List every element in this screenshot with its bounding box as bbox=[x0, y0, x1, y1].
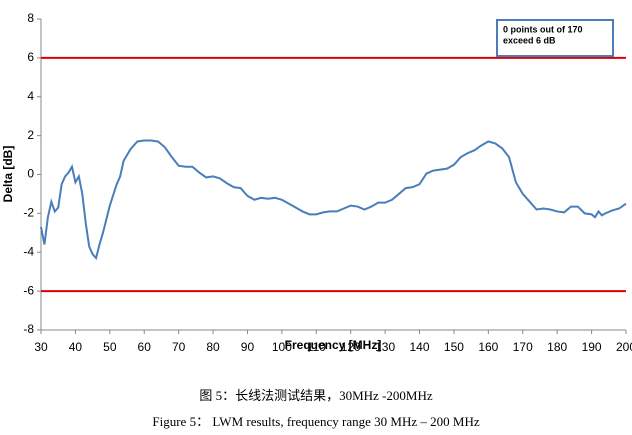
x-tick-label: 70 bbox=[172, 340, 186, 354]
caption: Figure 5： LWM results, frequency range 3… bbox=[152, 414, 479, 429]
y-tick-label: -8 bbox=[23, 322, 34, 336]
x-tick-label: 40 bbox=[69, 340, 83, 354]
y-tick-label: 4 bbox=[27, 89, 34, 103]
x-tick-label: 160 bbox=[478, 340, 498, 354]
x-tick-label: 80 bbox=[206, 340, 220, 354]
annotation-text: exceed 6 dB bbox=[503, 35, 556, 45]
y-tick-label: -2 bbox=[23, 206, 34, 220]
x-tick-label: 30 bbox=[34, 340, 48, 354]
x-tick-label: 130 bbox=[375, 340, 395, 354]
y-tick-label: 2 bbox=[27, 128, 34, 142]
x-tick-label: 190 bbox=[582, 340, 602, 354]
x-axis-label: Frequency [MHz] bbox=[285, 338, 382, 352]
x-tick-label: 100 bbox=[272, 340, 292, 354]
x-tick-label: 170 bbox=[513, 340, 533, 354]
x-tick-label: 120 bbox=[341, 340, 361, 354]
data-line bbox=[40, 139, 627, 261]
y-tick-label: 0 bbox=[27, 167, 34, 181]
x-tick-label: 60 bbox=[138, 340, 152, 354]
y-axis-label: Delta [dB] bbox=[1, 146, 15, 203]
x-tick-label: 150 bbox=[444, 340, 464, 354]
caption: 图 5：长线法测试结果，30MHz -200MHz bbox=[199, 388, 432, 403]
x-tick-label: 200 bbox=[616, 340, 632, 354]
x-tick-label: 180 bbox=[547, 340, 567, 354]
x-tick-label: 110 bbox=[307, 340, 326, 354]
x-tick-label: 140 bbox=[410, 340, 430, 354]
x-tick-label: 90 bbox=[241, 340, 255, 354]
annotation-text: 0 points out of 170 bbox=[503, 24, 583, 34]
y-tick-label: -4 bbox=[23, 244, 34, 258]
x-tick-label: 50 bbox=[103, 340, 117, 354]
y-tick-label: 6 bbox=[27, 50, 34, 64]
y-tick-label: 8 bbox=[27, 11, 34, 25]
y-tick-label: -6 bbox=[23, 283, 34, 297]
annotation-box bbox=[496, 19, 614, 57]
